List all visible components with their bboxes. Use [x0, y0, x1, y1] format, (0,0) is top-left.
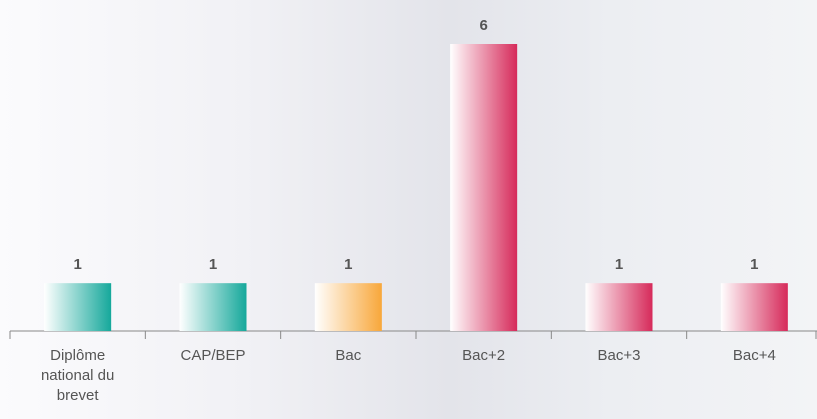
x-tick-label: CAP/BEP [180, 347, 246, 364]
value-label: 1 [615, 256, 623, 273]
bar [44, 283, 112, 331]
bar [585, 283, 653, 331]
bar [720, 283, 788, 331]
x-tick-label: Bac [335, 347, 362, 364]
x-tick-label: Bac+4 [732, 347, 776, 364]
x-tick-label: Bac+2 [462, 347, 506, 364]
value-label: 1 [344, 256, 352, 273]
value-label: 1 [73, 256, 81, 273]
bar [179, 283, 247, 331]
value-label: 1 [750, 256, 758, 273]
bar [450, 44, 518, 331]
value-label: 6 [479, 17, 487, 34]
x-tick-label: Diplôme national du brevet [40, 347, 115, 404]
bar [314, 283, 382, 331]
value-label: 1 [209, 256, 217, 273]
x-tick-label: Bac+3 [597, 347, 641, 364]
